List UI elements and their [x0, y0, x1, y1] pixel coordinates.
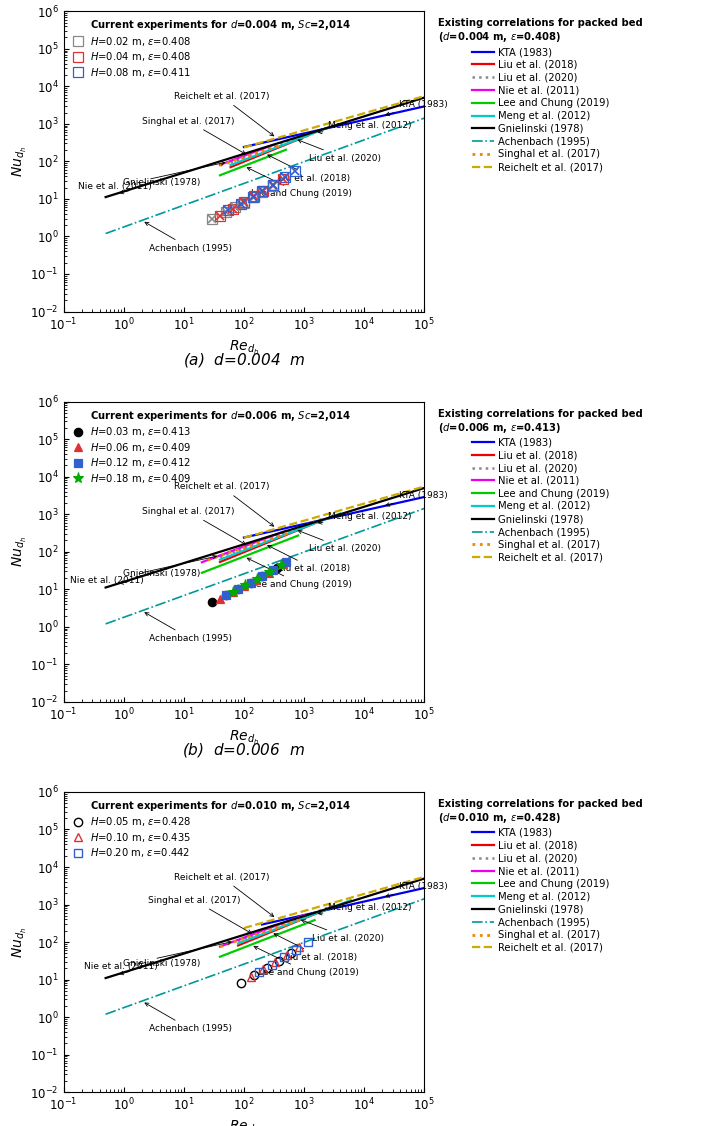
- Text: Singhal et al. (2017): Singhal et al. (2017): [142, 117, 245, 154]
- Text: Gnielinski (1978): Gnielinski (1978): [119, 959, 201, 975]
- X-axis label: $Re_{d_h}$: $Re_{d_h}$: [229, 339, 259, 357]
- Text: Achenbach (1995): Achenbach (1995): [145, 613, 232, 643]
- X-axis label: $Re_{d_h}$: $Re_{d_h}$: [229, 729, 259, 747]
- Legend: KTA (1983), Liu et al. (2018), Liu et al. (2020), Nie et al. (2011), Lee and Chu: KTA (1983), Liu et al. (2018), Liu et al…: [436, 797, 645, 955]
- Text: Meng et al. (2012): Meng et al. (2012): [318, 122, 412, 134]
- Text: Liu et al. (2020): Liu et al. (2020): [298, 530, 380, 553]
- Text: Liu et al. (2020): Liu et al. (2020): [298, 140, 380, 162]
- Text: Liu et al. (2018): Liu et al. (2018): [268, 545, 351, 573]
- Y-axis label: $Nu_{d_h}$: $Nu_{d_h}$: [11, 927, 29, 958]
- Text: Singhal et al. (2017): Singhal et al. (2017): [142, 507, 245, 545]
- Text: Lee and Chung (2019): Lee and Chung (2019): [247, 558, 352, 589]
- Legend: KTA (1983), Liu et al. (2018), Liu et al. (2020), Nie et al. (2011), Lee and Chu: KTA (1983), Liu et al. (2018), Liu et al…: [436, 16, 645, 175]
- Text: Liu et al. (2020): Liu et al. (2020): [302, 920, 384, 942]
- Text: Gnielinski (1978): Gnielinski (1978): [119, 178, 201, 194]
- Y-axis label: $Nu_{d_h}$: $Nu_{d_h}$: [11, 536, 29, 568]
- Text: (b)  $d$=0.006  m: (b) $d$=0.006 m: [182, 741, 305, 759]
- Text: Nie et al. (2011): Nie et al. (2011): [84, 941, 231, 971]
- Legend: KTA (1983), Liu et al. (2018), Liu et al. (2020), Nie et al. (2011), Lee and Chu: KTA (1983), Liu et al. (2018), Liu et al…: [436, 406, 645, 564]
- Text: Gnielinski (1978): Gnielinski (1978): [119, 569, 201, 584]
- Text: (a)  $d$=0.004  m: (a) $d$=0.004 m: [182, 350, 305, 368]
- Text: Reichelt et al. (2017): Reichelt et al. (2017): [174, 92, 274, 136]
- Text: Lee and Chung (2019): Lee and Chung (2019): [254, 947, 358, 977]
- X-axis label: $Re_{d_h}$: $Re_{d_h}$: [229, 1119, 259, 1126]
- Text: KTA (1983): KTA (1983): [386, 491, 448, 507]
- Text: Nie et al. (2011): Nie et al. (2011): [70, 555, 216, 584]
- Text: Liu et al. (2018): Liu et al. (2018): [274, 933, 357, 962]
- Text: Singhal et al. (2017): Singhal et al. (2017): [148, 896, 251, 933]
- Text: Meng et al. (2012): Meng et al. (2012): [318, 512, 412, 525]
- Text: Achenbach (1995): Achenbach (1995): [145, 1003, 232, 1034]
- Text: Liu et al. (2018): Liu et al. (2018): [268, 155, 351, 182]
- Text: KTA (1983): KTA (1983): [386, 100, 448, 116]
- Text: Achenbach (1995): Achenbach (1995): [145, 222, 232, 252]
- Text: Nie et al. (2011): Nie et al. (2011): [78, 161, 225, 191]
- Text: Meng et al. (2012): Meng et al. (2012): [318, 903, 412, 915]
- Text: Lee and Chung (2019): Lee and Chung (2019): [247, 168, 352, 198]
- Text: Reichelt et al. (2017): Reichelt et al. (2017): [174, 482, 274, 526]
- Y-axis label: $Nu_{d_h}$: $Nu_{d_h}$: [11, 145, 29, 177]
- Text: KTA (1983): KTA (1983): [386, 882, 448, 897]
- Text: Reichelt et al. (2017): Reichelt et al. (2017): [174, 873, 274, 917]
